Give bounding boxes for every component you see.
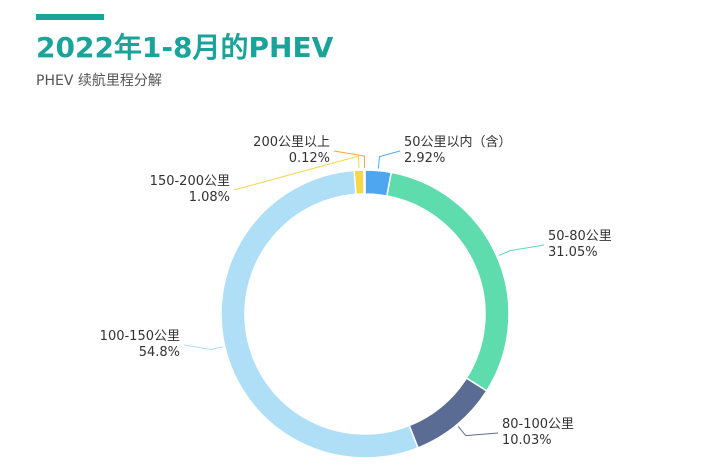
slice-label-2: 80-100公里 (502, 417, 574, 432)
donut-slice-3 (220, 169, 419, 459)
leader-line-0 (377, 150, 401, 169)
donut-slice-2 (408, 377, 488, 449)
slice-value-5: 0.12% (289, 151, 330, 166)
slice-value-0: 2.92% (404, 151, 445, 166)
page-subtitle: PHEV 续航里程分解 (36, 73, 162, 89)
title-accent-bar (36, 14, 104, 20)
donut-slice-4 (353, 169, 365, 196)
donut-slice-1 (386, 171, 510, 392)
donut-slice-5 (363, 169, 366, 195)
donut-slices (220, 169, 510, 459)
slice-label-3: 100-150公里 (100, 329, 180, 344)
leader-line-1 (498, 244, 545, 257)
slice-value-1: 31.05% (548, 245, 598, 260)
leader-line-4 (233, 155, 360, 191)
slice-label-5: 200公里以上 (253, 135, 330, 150)
leader-line-3 (183, 344, 223, 350)
slice-label-4: 150-200公里 (150, 174, 230, 189)
leader-lines (183, 150, 545, 437)
leader-line-2 (457, 426, 499, 437)
slice-value-4: 1.08% (189, 190, 230, 205)
slice-label-0: 50公里以内（含） (404, 134, 512, 150)
slice-value-3: 54.8% (139, 345, 180, 360)
leader-line-5 (333, 150, 365, 169)
page-title: 2022年1-8月的PHEV (36, 31, 334, 64)
slice-label-1: 50-80公里 (548, 229, 612, 244)
slice-value-2: 10.03% (502, 433, 552, 448)
